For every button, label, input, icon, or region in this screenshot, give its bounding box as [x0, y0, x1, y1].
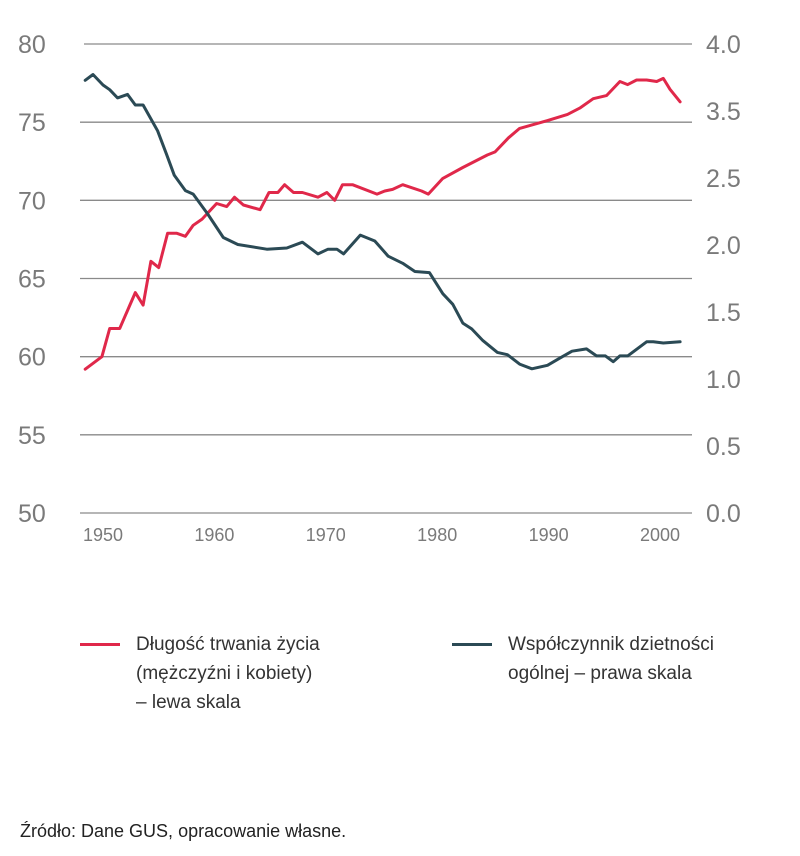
y-left-tick-label: 75 [18, 109, 46, 137]
legend-swatch-life [80, 643, 120, 646]
y-right-tick-label: 1.0 [706, 366, 741, 394]
y-right-tick-label: 4.0 [706, 31, 741, 59]
y-left-tick-label: 55 [18, 422, 46, 450]
y-right-tick-label: 0.0 [706, 500, 741, 528]
legend-swatch-fertility [452, 643, 492, 646]
y-right-tick-label: 2.0 [706, 232, 741, 260]
y-left-tick-label: 80 [18, 31, 46, 59]
x-tick-label: 1960 [194, 525, 234, 545]
x-tick-label: 2000 [640, 525, 680, 545]
y-left-tick-label: 65 [18, 266, 46, 294]
y-right-tick-label: 0.5 [706, 433, 741, 461]
y-left-tick-label: 70 [18, 187, 46, 215]
y-right-tick-label: 2.5 [706, 165, 741, 193]
legend-label-life: Długość trwania życia (mężczyźni i kobie… [136, 634, 320, 713]
chart: 80 75 70 65 60 55 50 4.0 3.5 2.5 2.0 1.5 1.0 0.5 0.0 19… [18, 31, 741, 545]
x-tick-label: 1970 [306, 525, 346, 545]
source-note: Źródło: Dane GUS, opracowanie własne. [20, 821, 347, 841]
x-tick-label: 1990 [529, 525, 569, 545]
x-tick-label: 1980 [417, 525, 457, 545]
legend-label-fertility: Współczynnik dzietności ogólnej – prawa … [508, 634, 714, 684]
y-right-tick-label: 1.5 [706, 299, 741, 327]
x-tick-label: 1950 [83, 525, 123, 545]
y-left-tick-label: 60 [18, 344, 46, 372]
y-left-tick-label: 50 [18, 500, 46, 528]
series-line-life-expectancy [83, 76, 682, 371]
y-right-tick-label: 3.5 [706, 98, 741, 126]
series-line-fertility [83, 73, 682, 371]
